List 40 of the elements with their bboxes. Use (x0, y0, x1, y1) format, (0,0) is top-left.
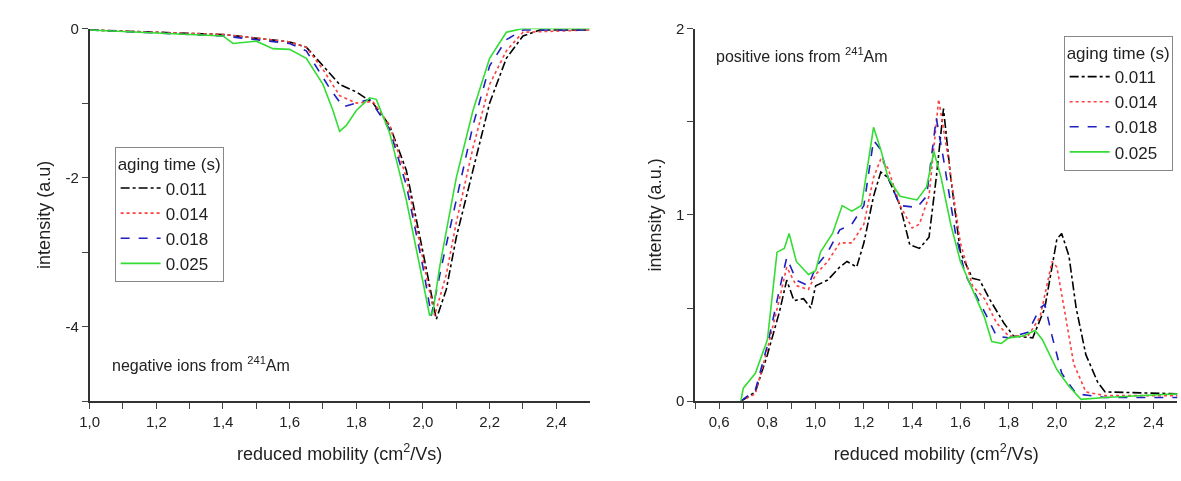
x-tick-label: 1,4 (901, 412, 923, 430)
legend-label: 0.014 (165, 204, 209, 224)
y-tick-label: 2 (675, 19, 685, 37)
x-tick-label: 1,2 (145, 412, 167, 430)
x-tick-label: 1,4 (212, 412, 234, 430)
x-tick-label: 1,0 (79, 412, 101, 430)
y-tick-label: -2 (65, 168, 79, 186)
legend-label: 0.025 (165, 254, 209, 274)
legend-title: aging time (s) (1066, 44, 1170, 64)
x-tick-label: 2,2 (479, 412, 501, 430)
x-tick-label: 1,6 (949, 412, 971, 430)
x-tick-label: 2,2 (1094, 412, 1116, 430)
x-axis-title: reduced mobility (cm$^{2}$/Vs) (833, 441, 1039, 464)
legend-label: 0.025 (1114, 143, 1158, 163)
legend-label: 0.018 (1114, 118, 1158, 138)
y-tick-label: 0 (70, 19, 79, 37)
x-tick-label: 1,0 (805, 412, 827, 430)
x-tick-label: 2,4 (545, 412, 567, 430)
x-tick-label: 2,0 (1046, 412, 1068, 430)
legend-title: aging time (s) (117, 155, 221, 175)
y-tick-label: 1 (675, 206, 685, 224)
legend-label: 0.011 (165, 179, 207, 199)
x-tick-label: 2,4 (1142, 412, 1164, 430)
annotation: positive ions from $^{241}$Am (716, 45, 888, 65)
x-tick-label: 1,8 (998, 412, 1020, 430)
annotation: negative ions from $^{241}$Am (112, 354, 290, 374)
y-tick-label: -4 (65, 317, 79, 335)
x-tick-label: 2,0 (412, 412, 434, 430)
x-tick-label: 1,8 (345, 412, 367, 430)
x-tick-label: 1,2 (853, 412, 875, 430)
y-axis-title: intensity (a.u.) (644, 158, 665, 272)
x-tick-label: 1,6 (279, 412, 301, 430)
y-axis-title: intensity (a.u) (34, 160, 55, 269)
legend-label: 0.018 (165, 229, 209, 249)
legend-label: 0.011 (1114, 68, 1156, 88)
y-tick-label: 0 (675, 392, 685, 410)
x-tick-label: 0,8 (756, 412, 778, 430)
legend-label: 0.014 (1114, 93, 1158, 113)
x-axis-title: reduced mobility (cm$^{2}$/Vs) (237, 441, 443, 464)
x-tick-label: 0,6 (708, 412, 730, 430)
